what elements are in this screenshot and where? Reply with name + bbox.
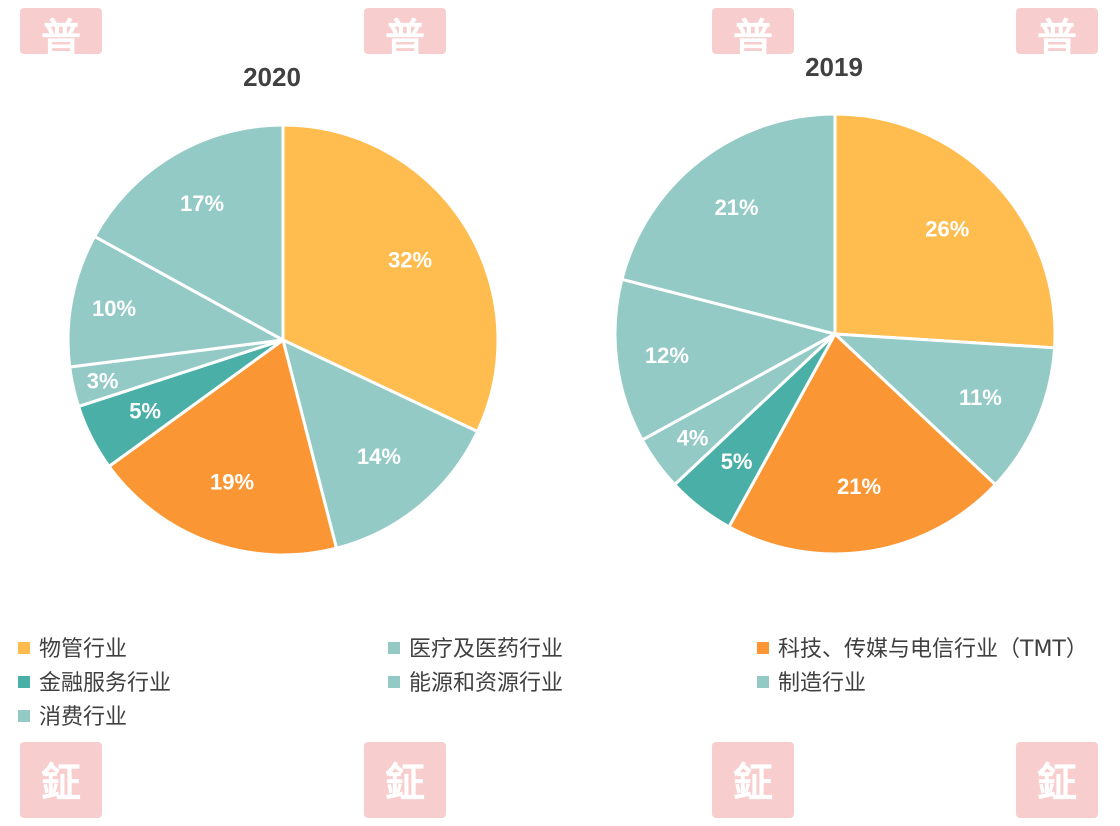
legend: 物管行业 医疗及医药行业 科技、传媒与电信行业（TMT） 金融服务行业 能源和资源行业 制… <box>18 637 1088 730</box>
pie-slice <box>620 112 837 336</box>
slice-label: 19% <box>210 470 254 495</box>
watermark-char: 普 <box>1037 15 1077 62</box>
pie-slice <box>66 234 285 369</box>
slice-label: 26% <box>925 217 969 242</box>
pie-2019-slices <box>613 112 1057 556</box>
legend-item: 医疗及医药行业 <box>388 637 563 662</box>
legend-label: 制造行业 <box>778 671 866 696</box>
legend-label: 科技、传媒与电信行业（TMT） <box>778 637 1088 662</box>
watermark-char: 普 <box>41 15 81 62</box>
legend-swatch <box>388 642 400 654</box>
pie-title-2020: 2020 <box>243 62 301 92</box>
legend-label: 医疗及医药行业 <box>409 637 563 662</box>
watermark-char: 鉦 <box>733 759 773 806</box>
legend-item: 能源和资源行业 <box>388 671 563 696</box>
watermark-char: 鉦 <box>41 759 81 806</box>
watermark-stamp: 鉦 <box>1016 742 1098 818</box>
pie-slice <box>833 332 1057 487</box>
pie-slice <box>833 112 1057 350</box>
legend-item: 制造行业 <box>757 671 866 696</box>
legend-swatch <box>757 642 769 654</box>
watermark-stamp: 普 <box>20 8 102 62</box>
legend-swatch <box>18 710 30 722</box>
pie-2020-labels: 32% 14% 19% 5% 3% 10% 17% <box>87 191 432 495</box>
slice-label: 21% <box>715 195 759 220</box>
pie-slice <box>93 123 285 342</box>
pie-title-2019: 2019 <box>805 52 863 82</box>
watermark-stamp: 鉦 <box>20 742 102 818</box>
pie-chart-2020: 2020 32% 14% 19% 5% 3% 10% 17% <box>66 62 500 557</box>
pie-slice <box>281 123 500 434</box>
pie-2019-labels: 26% 11% 21% 5% 4% 12% 21% <box>645 195 1002 499</box>
pie-2020-slices <box>66 123 500 557</box>
legend-swatch <box>18 642 30 654</box>
slice-label: 14% <box>357 444 401 469</box>
legend-label: 金融服务行业 <box>39 671 171 696</box>
legend-swatch <box>388 676 400 688</box>
legend-item: 科技、传媒与电信行业（TMT） <box>757 637 1088 662</box>
legend-item: 金融服务行业 <box>18 671 171 696</box>
legend-swatch <box>757 676 769 688</box>
slice-label: 4% <box>677 426 709 451</box>
pie-slice <box>107 338 338 557</box>
watermark-char: 普 <box>385 15 425 62</box>
legend-item: 物管行业 <box>18 637 127 662</box>
watermark-stamp: 鉦 <box>364 742 446 818</box>
slice-label: 21% <box>837 474 881 499</box>
watermark-stamp: 普 <box>712 8 794 62</box>
pie-slice <box>613 277 837 442</box>
watermark-char: 鉦 <box>1037 759 1077 806</box>
pie-slice <box>727 332 997 556</box>
watermark-stamp: 鉦 <box>712 742 794 818</box>
slice-label: 11% <box>959 385 1002 410</box>
watermark-stamp: 普 <box>1016 8 1098 62</box>
legend-label: 能源和资源行业 <box>409 671 563 696</box>
watermark-stamp: 普 <box>364 8 446 62</box>
slice-label: 5% <box>721 449 753 474</box>
watermark-char: 鉦 <box>385 759 425 806</box>
pie-slice <box>281 338 480 550</box>
watermark-char: 普 <box>733 15 773 62</box>
slice-label: 32% <box>388 247 432 272</box>
watermark-stamps: 普 普 普 普鉦 鉦 鉦 鉦 <box>20 8 1098 818</box>
slice-label: 12% <box>645 343 689 368</box>
slice-label: 3% <box>87 368 119 393</box>
legend-item: 消费行业 <box>18 705 127 730</box>
slice-label: 17% <box>180 191 224 216</box>
slice-label: 5% <box>129 398 161 423</box>
slice-label: 10% <box>92 296 136 321</box>
legend-label: 物管行业 <box>39 637 127 662</box>
pie-chart-2019: 2019 26% 11% 21% 5% 4% 12% 21% <box>613 52 1057 556</box>
legend-label: 消费行业 <box>39 705 127 730</box>
legend-swatch <box>18 676 30 688</box>
